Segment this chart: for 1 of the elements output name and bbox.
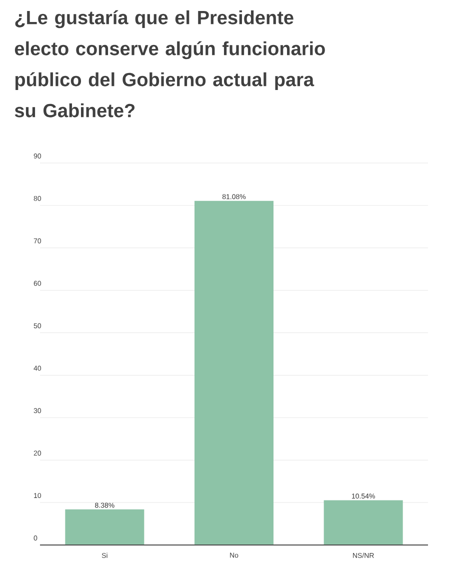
chart-title: ¿Le gustaría que el Presidente electo conserve algún funcionario público del Gobierno actual para su Gabinete? [14,10,325,118]
